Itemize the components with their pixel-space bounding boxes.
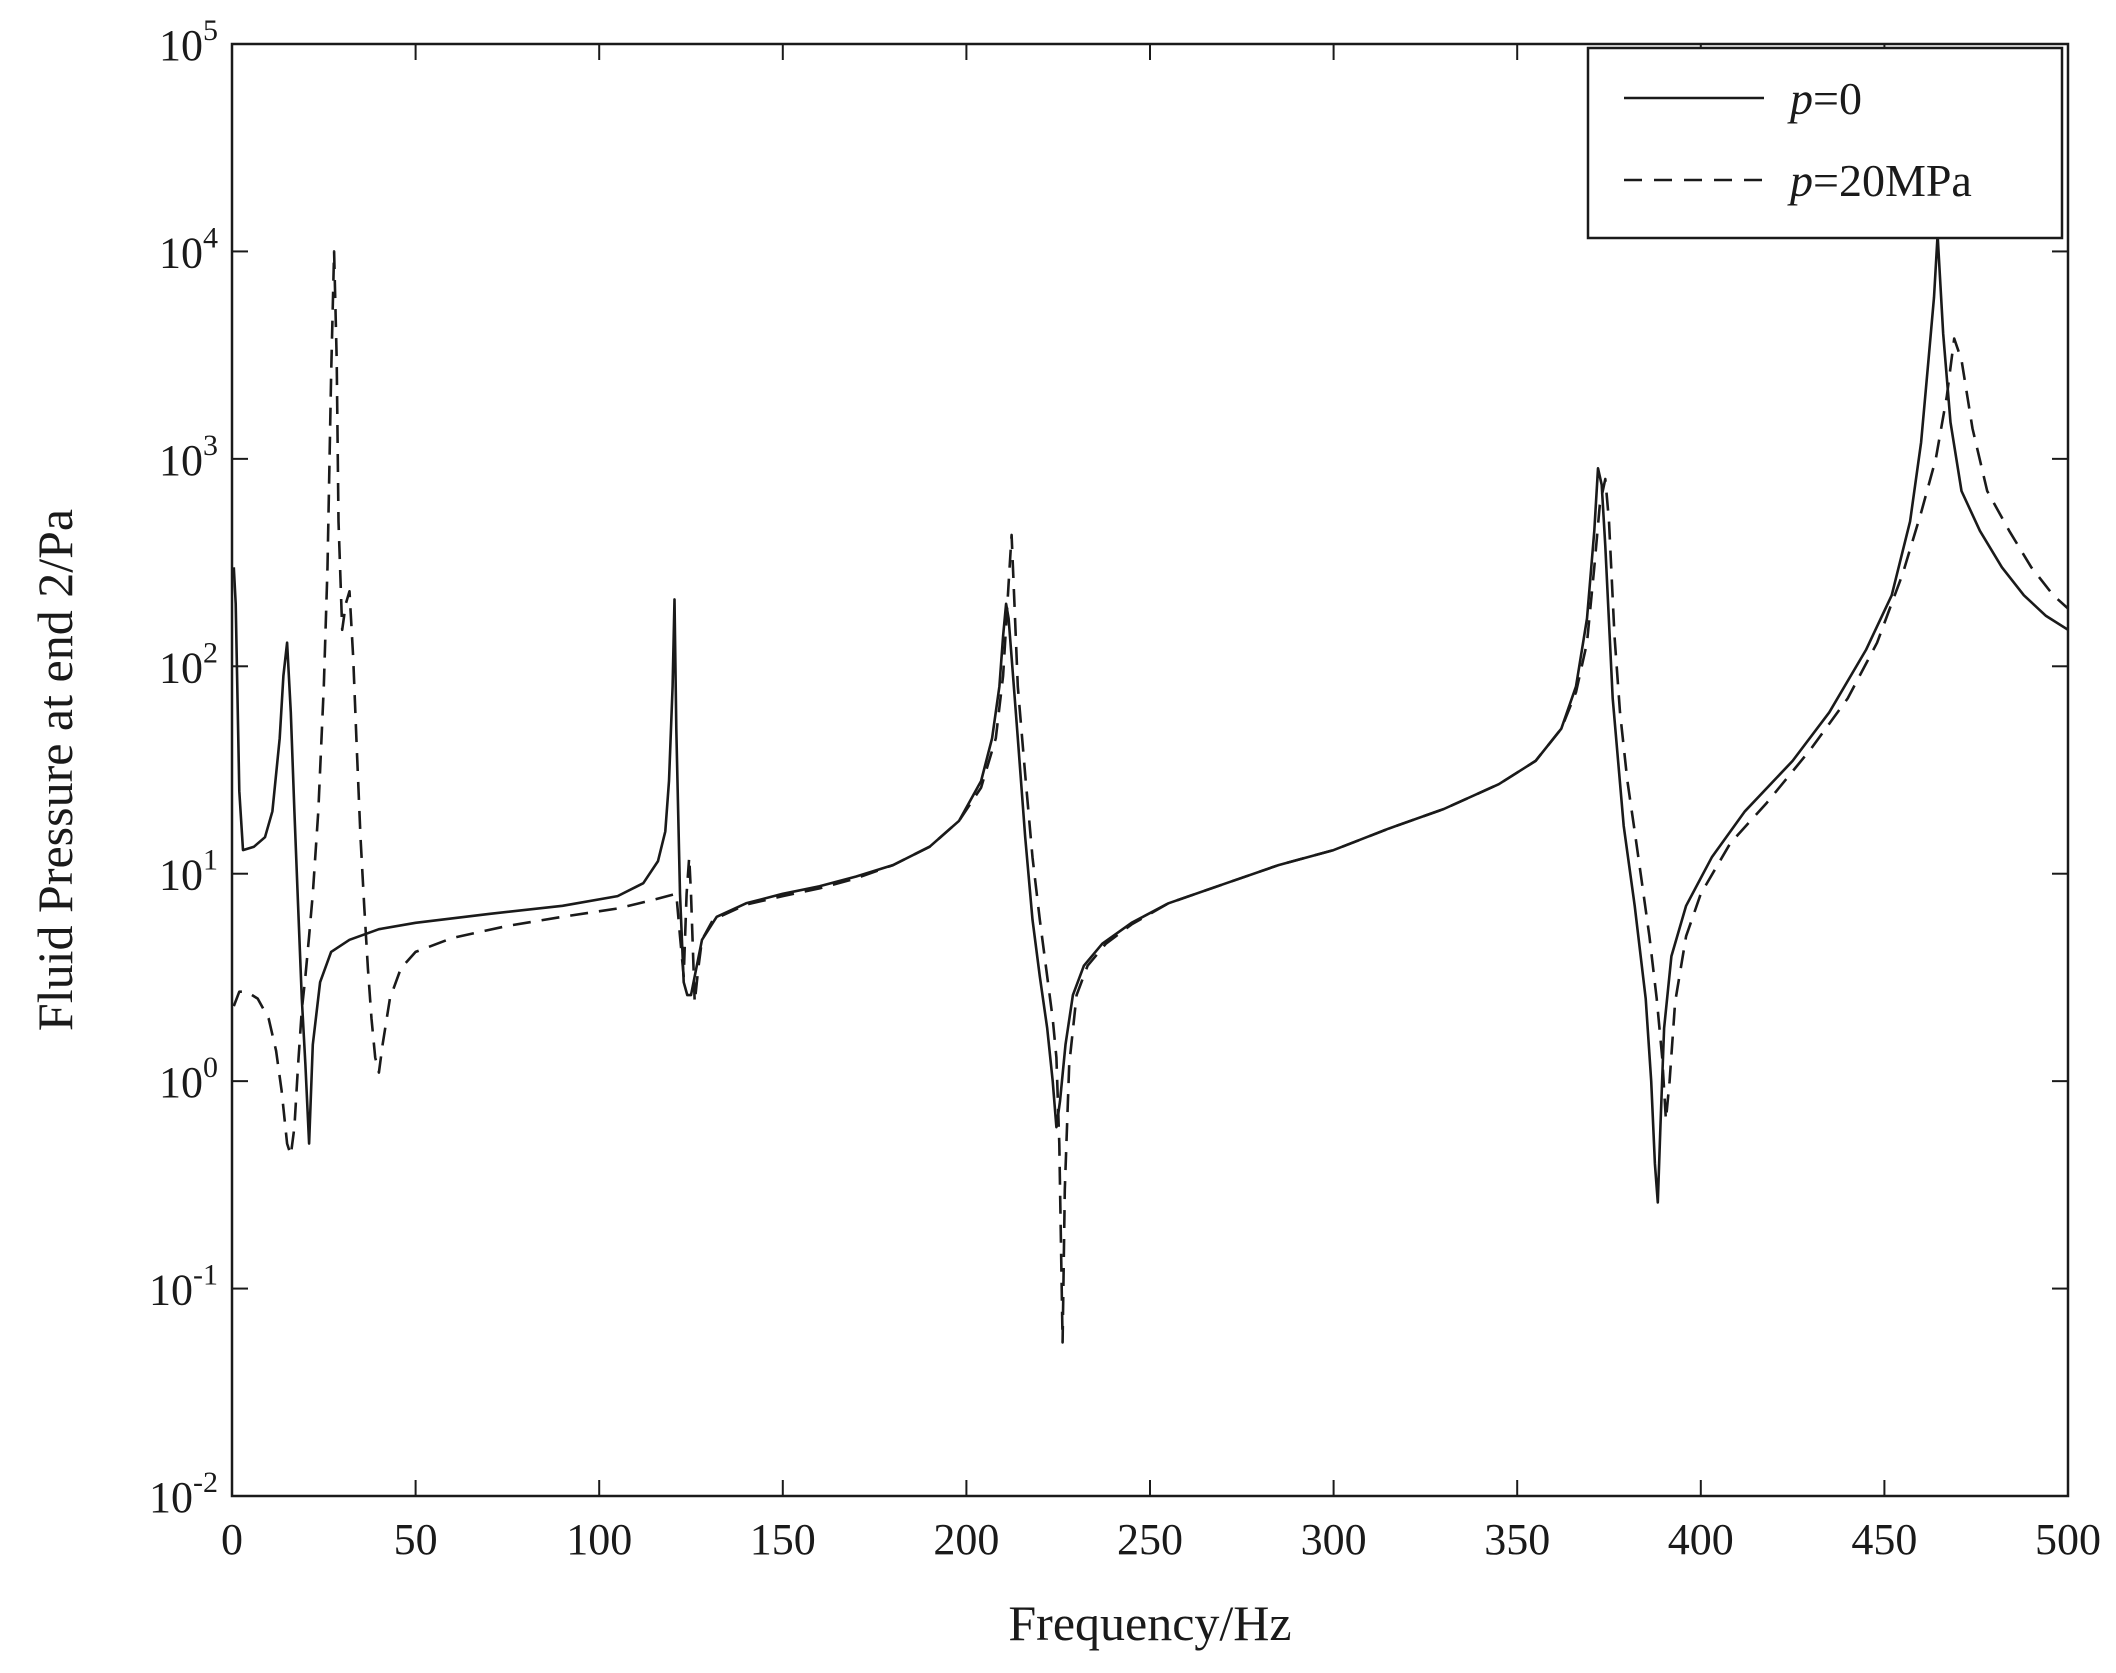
x-tick-label: 100 [566,1515,632,1564]
y-tick-label: 102 [159,636,218,692]
x-axis-label: Frequency/Hz [1008,1595,1291,1651]
x-tick-label: 350 [1484,1515,1550,1564]
y-tick-label: 104 [159,221,218,277]
x-tick-label: 150 [750,1515,816,1564]
x-tick-label: 0 [221,1515,243,1564]
y-tick-label: 105 [159,14,218,70]
legend-box [1586,46,2064,240]
y-tick-label: 100 [159,1051,218,1107]
series-line-p0 [232,233,2068,1204]
x-tick-label: 50 [394,1515,438,1564]
x-tick-label: 500 [2035,1515,2101,1564]
y-tick-label: 101 [159,844,218,900]
y-tick-label: 10-2 [149,1466,218,1522]
y-tick-label: 10-1 [149,1259,218,1315]
y-tick-labels: 10-2 10-1 100 101 102 103 104 105 [149,14,218,1522]
x-tick-label: 250 [1117,1515,1183,1564]
legend-entry-p0: p=0 [1787,73,1862,124]
series-line-p20mpa [232,250,2068,1344]
plot-area [230,42,2070,1498]
legend-entry-p20: p=20MPa [1787,155,1972,206]
x-tick-label: 200 [933,1515,999,1564]
y-tick-label: 103 [159,429,218,485]
x-tick-label: 400 [1668,1515,1734,1564]
y-axis-label: Fluid Pressure at end 2/Pa [27,509,83,1031]
legend: p=0 p=20MPa [1586,46,2064,240]
x-tick-labels: 0 50 100 150 200 250 300 350 400 450 500 [221,1515,2101,1564]
x-tick-label: 450 [1851,1515,1917,1564]
x-tick-label: 300 [1301,1515,1367,1564]
series-layer [232,233,2068,1344]
